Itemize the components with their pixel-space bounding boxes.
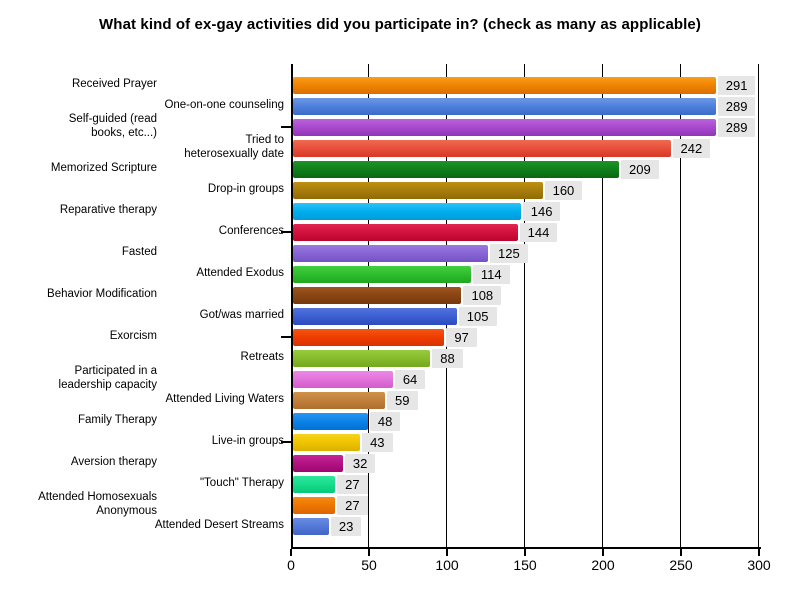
category-label: Attended Desert Streams [154, 519, 284, 532]
category-label: "Touch" Therapy [199, 477, 284, 490]
bar [293, 160, 620, 178]
value-label: 108 [463, 285, 502, 305]
x-tick-label: 0 [287, 557, 295, 573]
value-label: 105 [458, 306, 497, 326]
x-tick-label: 50 [361, 557, 377, 573]
category-label: Family Therapy [77, 414, 157, 427]
bar [293, 307, 457, 325]
bar [293, 76, 716, 94]
y-axis-line [291, 64, 293, 549]
bar [293, 454, 343, 472]
x-tick-label: 300 [747, 557, 771, 573]
category-label: Memorized Scripture [50, 162, 157, 175]
x-axis-tick [524, 549, 526, 556]
category-label: Got/was married [199, 309, 284, 322]
bar [293, 244, 488, 262]
category-label: Conferences [218, 225, 284, 238]
category-label: One-on-one counseling [164, 99, 284, 112]
x-axis-tick [680, 549, 682, 556]
bar [293, 370, 393, 388]
x-tick-label: 150 [513, 557, 537, 573]
bar [293, 139, 671, 157]
y-axis-tick [281, 126, 291, 128]
value-label: 146 [522, 201, 561, 221]
y-axis-tick [281, 336, 291, 338]
bar [293, 118, 716, 136]
bar [293, 349, 431, 367]
category-label: Behavior Modification [47, 288, 157, 301]
category-label: Tried to heterosexually date [184, 134, 284, 160]
y-axis-tick [281, 231, 291, 233]
value-label: 289 [717, 96, 756, 116]
bar [293, 433, 361, 451]
x-tick-label: 250 [669, 557, 693, 573]
bar [293, 181, 543, 199]
value-label: 48 [369, 411, 401, 431]
value-label: 97 [446, 327, 477, 347]
value-label: 32 [344, 453, 376, 473]
gridline [680, 64, 681, 547]
bar [293, 412, 368, 430]
category-label: Fasted [121, 246, 157, 259]
value-label: 27 [337, 474, 368, 494]
bar [293, 475, 336, 493]
bar [293, 328, 445, 346]
bar [293, 286, 462, 304]
value-label: 64 [394, 369, 426, 389]
category-label: Drop-in groups [207, 183, 284, 196]
category-label: Retreats [240, 351, 284, 364]
x-tick-label: 100 [435, 557, 459, 573]
category-label: Attended Homosexuals Anonymous [38, 491, 157, 517]
gridline [758, 64, 759, 547]
x-tick-label: 200 [591, 557, 615, 573]
value-label: 27 [337, 495, 368, 515]
value-label: 23 [330, 516, 362, 536]
y-axis-tick [281, 441, 291, 443]
x-axis-tick [290, 549, 292, 556]
plot-area: 291 289 289 242 209 160 146 144 125 114 108 105 97 88… [281, 64, 759, 547]
value-label: 88 [432, 348, 463, 368]
value-label: 160 [544, 180, 583, 200]
value-label: 209 [621, 159, 659, 179]
bar [293, 97, 716, 115]
value-label: 114 [472, 264, 510, 284]
category-label: Live-in groups [211, 435, 284, 448]
category-label: Participated in a leadership capacity [58, 365, 157, 391]
value-label: 59 [387, 390, 418, 410]
value-label: 43 [362, 432, 393, 452]
bar [293, 202, 521, 220]
bar [293, 265, 471, 283]
category-label: Aversion therapy [70, 456, 157, 469]
x-axis-line [291, 547, 761, 549]
category-label: Self-guided (read books, etc...) [68, 113, 157, 139]
gridline [524, 64, 525, 547]
category-label: Attended Exodus [196, 267, 284, 280]
chart-title: What kind of ex-gay activities did you p… [99, 16, 701, 33]
x-axis-tick [758, 549, 760, 556]
gridline [368, 64, 369, 547]
bar [293, 391, 386, 409]
bar [293, 496, 336, 514]
category-label: Reparative therapy [59, 204, 157, 217]
bar [293, 223, 518, 241]
value-label: 144 [519, 222, 558, 242]
x-axis-tick [446, 549, 448, 556]
category-label: Received Prayer [71, 78, 157, 91]
category-label: Attended Living Waters [165, 393, 284, 406]
x-axis-tick [368, 549, 370, 556]
bar [293, 517, 329, 535]
value-label: 291 [717, 75, 756, 95]
gridline [602, 64, 603, 547]
value-label: 242 [672, 138, 711, 158]
x-axis-tick [602, 549, 604, 556]
value-label: 289 [717, 117, 756, 137]
gridline [446, 64, 447, 547]
value-label: 125 [490, 243, 528, 263]
category-label: Exorcism [109, 330, 157, 343]
